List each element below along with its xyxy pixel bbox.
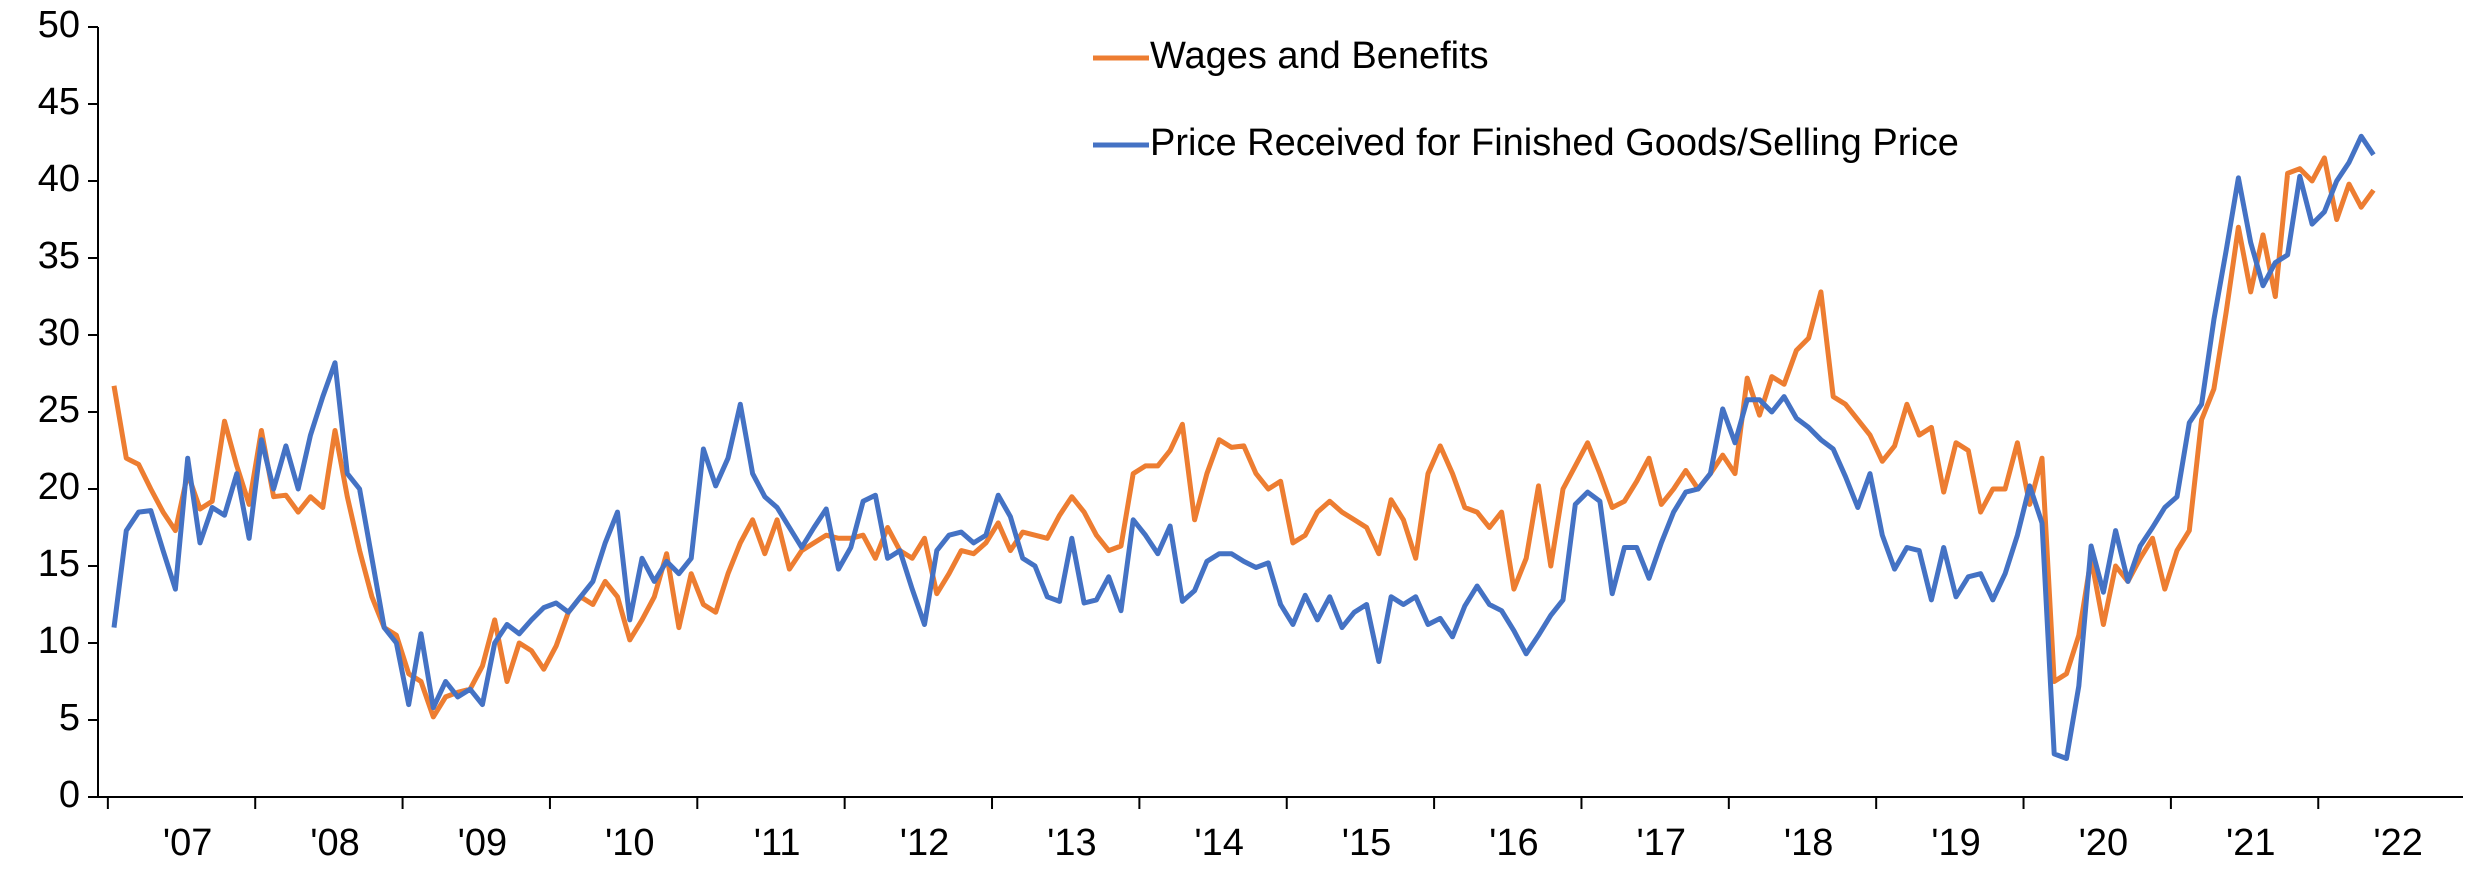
y-tick-label: 40: [38, 158, 80, 200]
legend-label: Price Received for Finished Goods/Sellin…: [1150, 122, 1959, 164]
y-tick-label: 50: [38, 4, 80, 46]
y-tick-label: 45: [38, 81, 80, 123]
y-tick-label: 10: [38, 620, 80, 662]
x-tick-label: '22: [2373, 822, 2423, 864]
y-tick-label: 5: [59, 697, 80, 739]
x-tick-label: '09: [458, 822, 508, 864]
y-tick-label: 20: [38, 466, 80, 508]
legend-label: Wages and Benefits: [1150, 35, 1489, 77]
x-tick-label: '18: [1784, 822, 1834, 864]
x-tick-label: '14: [1194, 822, 1244, 864]
x-tick-label: '17: [1637, 822, 1687, 864]
x-tick-label: '13: [1047, 822, 1097, 864]
series-line: [111, 155, 2376, 720]
series-line: [111, 133, 2376, 761]
x-tick-label: '21: [2226, 822, 2276, 864]
x-tick-label: '19: [1931, 822, 1981, 864]
x-tick-label: '15: [1342, 822, 1392, 864]
y-tick-label: 0: [59, 774, 80, 816]
x-tick-label: '10: [605, 822, 655, 864]
x-tick-label: '11: [754, 822, 801, 864]
y-tick-label: 25: [38, 389, 80, 431]
y-tick-label: 35: [38, 235, 80, 277]
x-tick-label: '20: [2079, 822, 2129, 864]
y-tick-label: 15: [38, 543, 80, 585]
x-tick-label: '12: [900, 822, 950, 864]
y-tick-label: 30: [38, 312, 80, 354]
x-tick-label: '07: [163, 822, 213, 864]
x-tick-label: '16: [1489, 822, 1539, 864]
x-tick-label: '08: [310, 822, 360, 864]
